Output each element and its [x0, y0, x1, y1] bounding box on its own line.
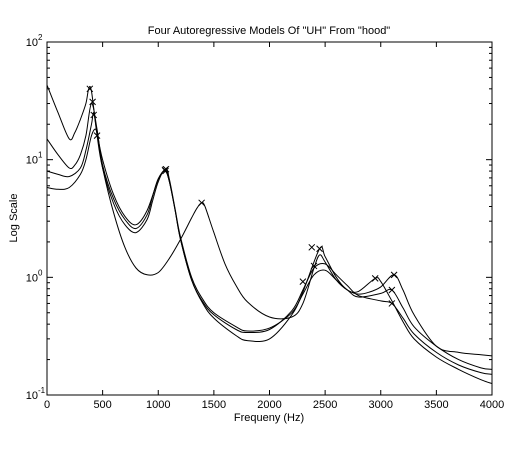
- peak-marker: [299, 278, 307, 285]
- y-tick-exponent: 2: [38, 33, 43, 42]
- peak-marker: [86, 85, 94, 93]
- y-tick-label: 10: [26, 272, 38, 284]
- peak-marker: [371, 275, 379, 282]
- x-tick-label: 500: [93, 399, 111, 411]
- y-tick-label: 10: [26, 155, 38, 167]
- y-tick-exponent: 0: [38, 268, 43, 277]
- peak-marker: [90, 111, 98, 119]
- x-tick-label: 2000: [257, 399, 281, 411]
- peak-marker: [308, 243, 316, 251]
- peak-marker: [388, 300, 396, 307]
- x-tick-label: 2500: [313, 399, 337, 411]
- peak-marker: [388, 286, 396, 294]
- peak-marker: [162, 167, 169, 175]
- peak-marker: [89, 98, 96, 106]
- peak-marker: [316, 245, 323, 253]
- x-tick-label: 1500: [202, 399, 226, 411]
- peak-marker: [93, 132, 101, 140]
- x-tick-label: 1000: [146, 399, 170, 411]
- y-tick-exponent: 1: [38, 151, 43, 160]
- x-axis: 0 500 1000 1500 2000 2500 3000 3500 4000: [44, 42, 504, 411]
- series-line-2: [47, 102, 492, 370]
- series-line-3: [47, 112, 492, 385]
- x-axis-label: Frequeny (Hz): [234, 412, 304, 424]
- y-tick-label: 10: [26, 390, 38, 402]
- x-tick-label: 0: [44, 399, 50, 411]
- y-tick-label: 10: [26, 37, 38, 49]
- x-tick-label: 3000: [369, 399, 393, 411]
- x-tick-label: 3500: [424, 399, 448, 411]
- chart-title: Four Autoregressive Models Of "UH" From …: [148, 25, 391, 37]
- y-tick-exponent: -1: [38, 386, 46, 395]
- y-axis-label: Log Scale: [8, 194, 20, 243]
- peak-marker: [198, 199, 205, 207]
- series-line-4: [47, 128, 492, 357]
- peak-marker: [390, 271, 398, 279]
- peak-marker: [310, 262, 318, 270]
- x-tick-label: 4000: [480, 399, 504, 411]
- plot-area: [47, 84, 492, 385]
- peak-marker: [162, 165, 170, 173]
